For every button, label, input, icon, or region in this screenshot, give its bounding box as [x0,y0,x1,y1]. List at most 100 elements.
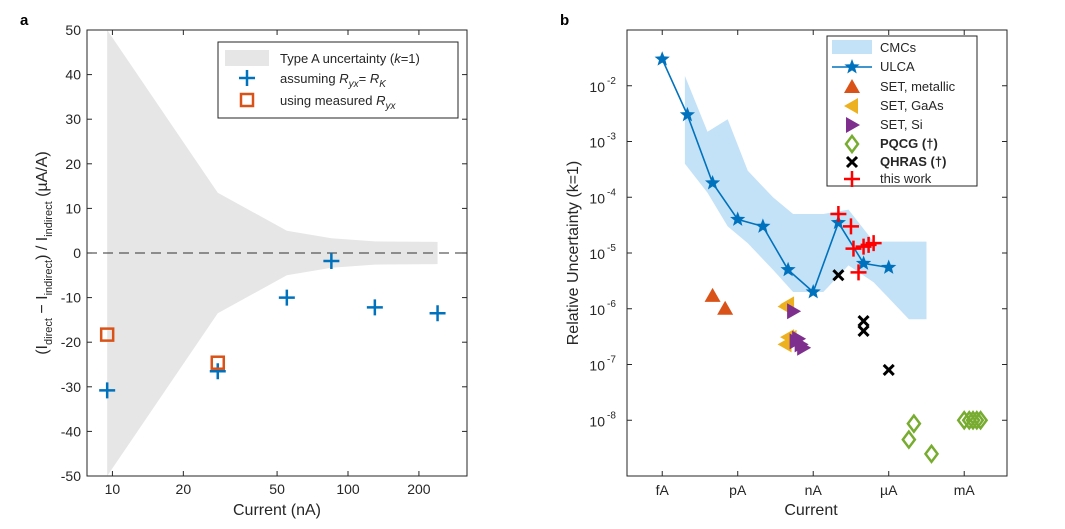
panel-b-point-series-5 [794,336,809,353]
panel-a-legend: Type A uncertainty (k=1) assuming Ryx= R… [217,41,459,119]
panel-b-point-series-7-shape [857,324,870,337]
y-tick-exponent-b: -3 [607,132,616,143]
legend-label-set-gaas: SET, GaAs [880,98,944,113]
panel-a-point-series-1-shape [278,289,295,306]
panel-a-point-series-2-shape [99,327,115,342]
legend-swatch-cmcs [832,40,872,54]
legend-swatch-series-7 [845,155,859,169]
panel-b-point-series-5-shape [794,336,809,353]
y-tick-exponent-b: -5 [607,243,616,254]
legend-swatch-ulca [844,59,860,74]
y-tick-label-a: 40 [65,67,81,83]
ulca-point [654,51,670,66]
panel-b-point-series-6 [969,410,985,431]
panel-b-point-series-6-shape [901,429,917,450]
ulca-point-shape [881,259,897,274]
legend-swatch-series-6 [844,133,860,155]
legend-swatch-series-8 [844,171,860,187]
panel-b-point-series-6-shape [973,410,989,431]
panel-a-marks [99,253,446,399]
legend-square-marker [239,92,255,108]
panel-b-label: b [560,12,569,29]
panel-a-point-series-1 [99,382,116,399]
legend-swatch-series-6-shape [844,133,860,155]
panel-b-point-series-6 [923,443,940,464]
y-tick-label-b: 10 [589,135,605,151]
panel-b-point-series-8-shape [850,264,867,281]
legend-label-cmcs: CMCs [880,40,917,55]
legend-swatch-series-3-shape [844,79,860,93]
legend-label-band: Type A uncertainty (k=1) [280,51,420,66]
x-tick-label-a: 20 [176,481,192,497]
y-tick-label-a: 10 [65,200,81,216]
legend-swatch-series-5-shape [846,117,860,133]
legend-label-this-work: this work [880,171,932,186]
y-tick-label-a: -30 [61,379,81,395]
panel-b-point-series-7 [857,324,870,337]
legend-label-set-si: SET, Si [880,117,923,132]
y-tick-label-b: 10 [589,302,605,318]
panel-b-point-series-7 [882,363,895,376]
legend-plus-marker-shape [239,70,255,86]
ulca-point [730,211,746,226]
y-tick-label-a: 50 [65,22,81,38]
ulca-point-shape [755,218,771,233]
legend-swatch-series-5 [846,117,860,133]
legend-label-set-metallic: SET, metallic [880,79,956,94]
panel-a-point-series-1 [209,363,226,380]
panel-b-point-series-3-shape [717,300,734,315]
ulca-point [805,284,821,299]
panel-b-point-series-7-shape [832,269,845,282]
panel-a-ylabel: (Idirect − Iindirect) / Iindirect (µA/A) [34,151,55,355]
ulca-point-shape [705,175,721,190]
ulca-point [679,106,695,122]
panel-b-point-series-6-shape [969,410,985,431]
x-tick-label-a: 10 [105,481,121,497]
y-tick-exponent-b: -2 [607,76,616,87]
y-tick-label-a: -20 [61,334,81,350]
legend-swatch-series-7-shape [845,155,859,169]
panel-b-point-series-8-shape [830,206,847,223]
y-tick-label-a: -40 [61,423,81,439]
legend-label-series-2: using measured Ryx [280,93,397,112]
panel-b-point-series-5-shape [787,303,802,320]
y-tick-label-a: 20 [65,156,81,172]
y-tick-label-a: -10 [61,290,81,306]
ulca-point [755,218,771,233]
ulca-point-shape [780,261,796,277]
legend-swatch-ulca-shape [844,59,860,74]
y-tick-exponent-b: -4 [607,187,616,198]
panel-b-point-series-3 [704,287,721,302]
ulca-point-shape [654,51,670,66]
panel-a-point-series-1-shape [366,299,383,316]
cmc-band [684,75,927,320]
y-tick-label-b: 10 [589,358,605,374]
legend-swatch-series-4 [844,98,858,114]
panel-a-point-series-2 [99,327,115,342]
panel-a-point-series-1-shape [99,382,116,399]
legend-swatch-band [225,50,269,66]
panel-a-point-series-1 [278,289,295,306]
x-tick-label-a: 200 [407,481,431,497]
ulca-point [881,259,897,274]
ulca-point [855,255,872,270]
panel-a-chart: -50 -40 -30 -20 -10 0 10 20 30 40 50 10 20 50 100 200 C… [34,22,468,519]
panel-b-point-series-3-shape [704,287,721,302]
panel-b-point-series-6 [973,410,989,431]
panel-b-legend: CMCs ULCA SET, metallic SET, GaAs SET, S… [826,35,978,187]
legend-swatch-plus [239,70,255,86]
panel-b-ylabel: Relative Uncertainty (k=1) [565,161,582,346]
panel-a-point-series-1-shape [209,363,226,380]
panel-b-point-series-8 [830,206,847,223]
legend-plus-marker [239,70,255,86]
y-tick-exponent-b: -7 [607,355,616,366]
legend-swatch-square [239,92,255,108]
y-tick-label-a: 0 [73,245,81,261]
legend-square-marker-shape [239,92,255,108]
y-tick-exponent-b: -8 [607,410,616,421]
ulca-point-shape [855,255,872,270]
panel-b-legend-swatches [832,40,872,187]
panel-a-point-series-2-shape [210,355,226,370]
